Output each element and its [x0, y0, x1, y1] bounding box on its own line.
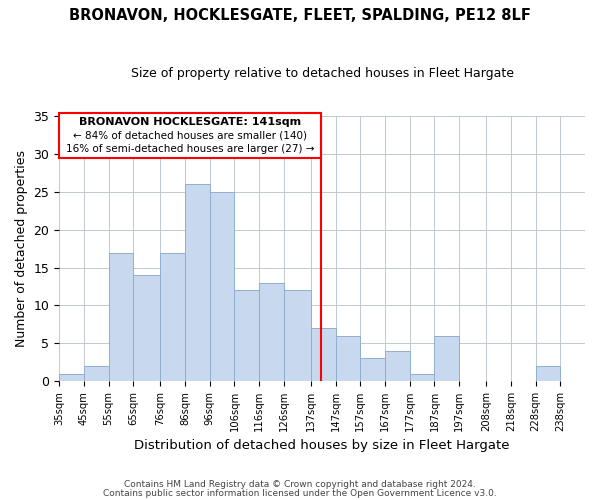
Title: Size of property relative to detached houses in Fleet Hargate: Size of property relative to detached ho…: [131, 68, 514, 80]
X-axis label: Distribution of detached houses by size in Fleet Hargate: Distribution of detached houses by size …: [134, 440, 510, 452]
Bar: [84, 366, 109, 381]
Bar: [185, 184, 210, 381]
Bar: [536, 366, 560, 381]
Bar: [284, 290, 311, 381]
Bar: [59, 374, 84, 381]
Bar: [410, 374, 434, 381]
Text: Contains public sector information licensed under the Open Government Licence v3: Contains public sector information licen…: [103, 489, 497, 498]
Text: BRONAVON HOCKLESGATE: 141sqm: BRONAVON HOCKLESGATE: 141sqm: [79, 116, 301, 126]
Bar: [434, 336, 459, 381]
FancyBboxPatch shape: [59, 112, 321, 158]
Bar: [385, 351, 410, 381]
Bar: [259, 283, 284, 381]
Bar: [160, 252, 185, 381]
Bar: [335, 336, 361, 381]
Y-axis label: Number of detached properties: Number of detached properties: [15, 150, 28, 347]
Bar: [361, 358, 385, 381]
Bar: [235, 290, 259, 381]
Text: Contains HM Land Registry data © Crown copyright and database right 2024.: Contains HM Land Registry data © Crown c…: [124, 480, 476, 489]
Text: ← 84% of detached houses are smaller (140): ← 84% of detached houses are smaller (14…: [73, 130, 307, 140]
Bar: [109, 252, 133, 381]
Bar: [210, 192, 235, 381]
Text: BRONAVON, HOCKLESGATE, FLEET, SPALDING, PE12 8LF: BRONAVON, HOCKLESGATE, FLEET, SPALDING, …: [69, 8, 531, 22]
Bar: [133, 275, 160, 381]
Text: 16% of semi-detached houses are larger (27) →: 16% of semi-detached houses are larger (…: [66, 144, 314, 154]
Bar: [311, 328, 335, 381]
